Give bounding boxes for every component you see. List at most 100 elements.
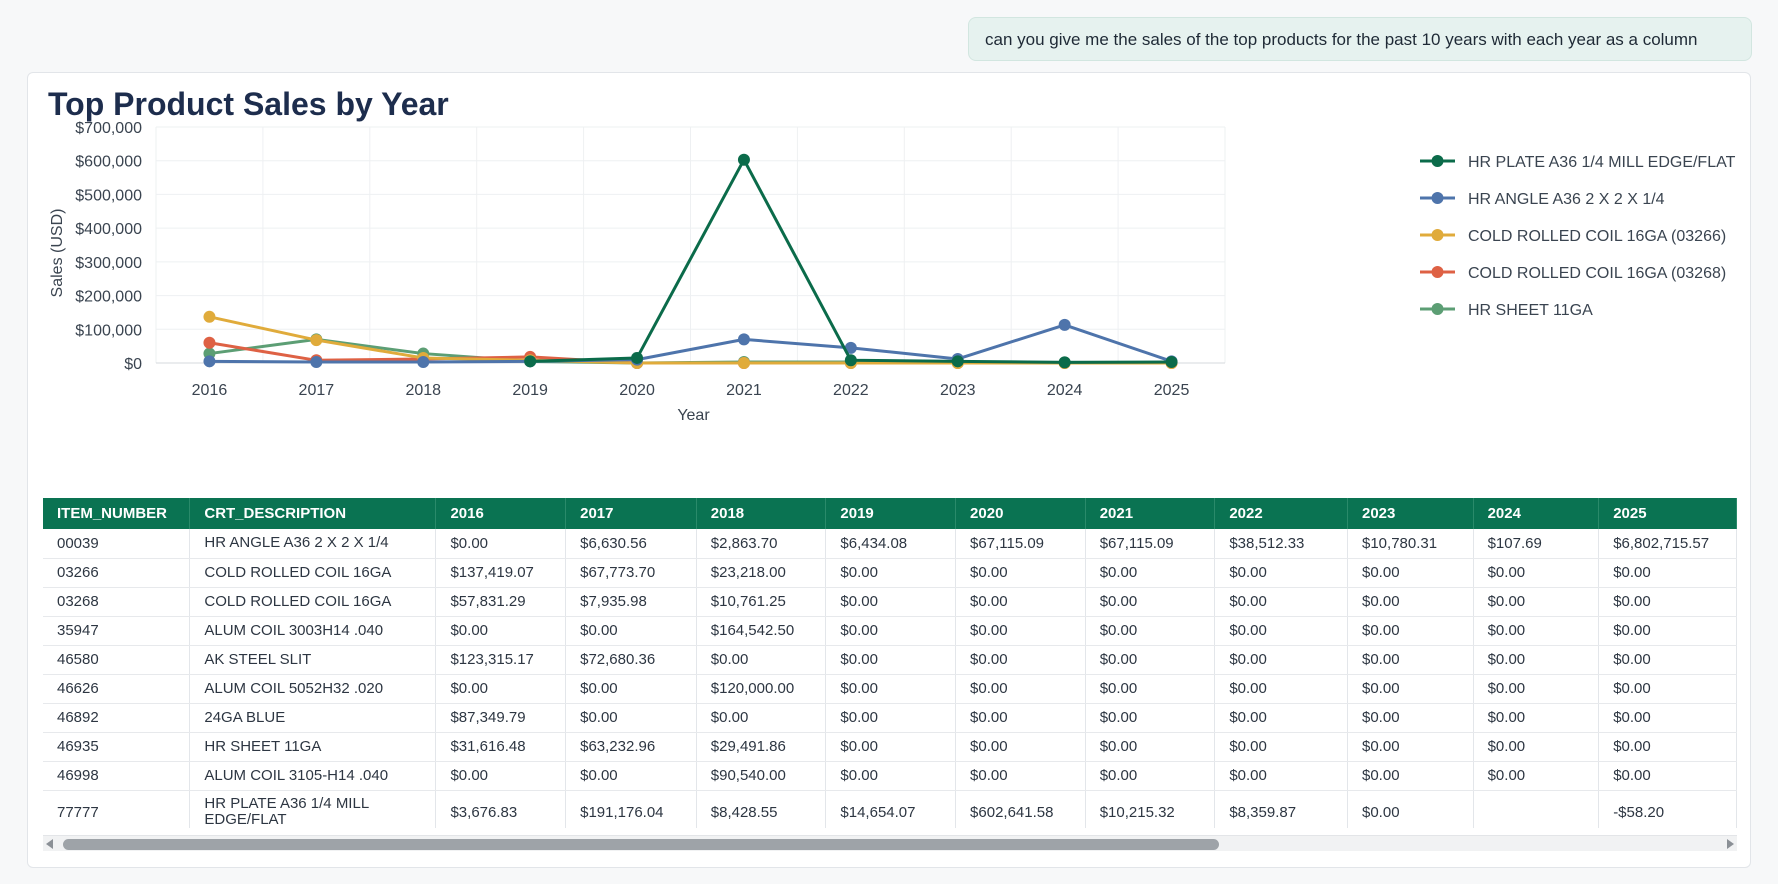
table-cell: $0.00: [1085, 587, 1216, 617]
data-point: [524, 355, 537, 368]
table-cell: HR SHEET 11GA: [189, 732, 437, 762]
table-cell: $10,215.32: [1085, 790, 1216, 828]
table-cell: $0.00: [1473, 703, 1600, 733]
table-cell: AK STEEL SLIT: [189, 645, 437, 675]
column-header[interactable]: CRT_DESCRIPTION: [189, 498, 437, 529]
table-cell: $0.00: [1347, 616, 1474, 646]
table-cell: $107.69: [1473, 529, 1600, 559]
table-cell: $0.00: [565, 761, 697, 791]
table-cell: $38,512.33: [1214, 529, 1348, 559]
table-cell: $0.00: [1347, 790, 1474, 828]
table-cell: $0.00: [1347, 732, 1474, 762]
data-point: [1165, 355, 1178, 368]
table-cell: $0.00: [955, 558, 1086, 588]
table-header-row: ITEM_NUMBER CRT_DESCRIPTION 2016 2017 2018 20…: [43, 498, 1737, 529]
table-cell: 46580: [43, 645, 191, 675]
table-cell: $0.00: [1214, 616, 1348, 646]
x-tick-label: 2023: [940, 382, 976, 399]
table-cell: $0.00: [1347, 645, 1474, 675]
table-cell: $0.00: [565, 674, 697, 704]
column-header[interactable]: 2021: [1085, 498, 1216, 529]
table-cell: COLD ROLLED COIL 16GA: [189, 587, 437, 617]
table-cell: $0.00: [825, 587, 957, 617]
table-cell: $0.00: [955, 732, 1086, 762]
table-cell: $0.00: [1598, 761, 1737, 791]
x-tick-label: 2016: [192, 382, 228, 399]
data-point: [844, 354, 857, 367]
table-cell: $0.00: [1473, 616, 1600, 646]
table-row[interactable]: 46998 ALUM COIL 3105-H14 .040 $0.00 $0.00 $9…: [43, 761, 1737, 791]
table-cell: $164,542.50: [696, 616, 827, 646]
table-cell: HR PLATE A36 1/4 MILL EDGE/FLAT: [189, 790, 437, 828]
table-cell: $67,773.70: [565, 558, 697, 588]
column-header[interactable]: 2017: [565, 498, 697, 529]
data-point: [417, 355, 430, 368]
column-header[interactable]: 2018: [696, 498, 827, 529]
table-cell: $0.00: [1347, 558, 1474, 588]
table-cell: $0.00: [1214, 703, 1348, 733]
scroll-right-arrow-icon[interactable]: [1727, 839, 1734, 849]
column-header[interactable]: 2016: [435, 498, 567, 529]
x-tick-label: 2021: [726, 382, 762, 399]
table-cell: $0.00: [1598, 645, 1737, 675]
scroll-left-arrow-icon[interactable]: [46, 839, 53, 849]
data-point: [310, 355, 323, 368]
table-row[interactable]: 46892 24GA BLUE $87,349.79 $0.00 $0.00 $0.00 $…: [43, 703, 1737, 733]
table-cell: ALUM COIL 3003H14 .040: [189, 616, 437, 646]
table-cell: $0.00: [1473, 761, 1600, 791]
table-row[interactable]: 77777 HR PLATE A36 1/4 MILL EDGE/FLAT $3,6…: [43, 790, 1737, 828]
table-cell: $0.00: [1085, 703, 1216, 733]
column-header[interactable]: 2023: [1347, 498, 1474, 529]
series-line: [530, 158, 1172, 364]
legend-label: HR SHEET 11GA: [1468, 302, 1593, 319]
sales-table-container[interactable]: ITEM_NUMBER CRT_DESCRIPTION 2016 2017 2018 20…: [43, 498, 1737, 828]
table-cell: $0.00: [1598, 558, 1737, 588]
table-cell: $0.00: [1214, 558, 1348, 588]
table-cell: $67,115.09: [1085, 529, 1216, 559]
legend-marker: [1431, 155, 1444, 167]
table-cell: ALUM COIL 5052H32 .020: [189, 674, 437, 704]
table-cell: $72,680.36: [565, 645, 697, 675]
table-cell: $0.00: [825, 645, 957, 675]
table-cell: $0.00: [1598, 674, 1737, 704]
x-axis-label: Year: [677, 407, 710, 424]
table-cell: $0.00: [696, 645, 827, 675]
table-cell: $0.00: [1214, 645, 1348, 675]
table-row[interactable]: 00039 HR ANGLE A36 2 X 2 X 1/4 $0.00 $6,630…: [43, 529, 1737, 559]
table-cell: $0.00: [1347, 761, 1474, 791]
table-cell: 46935: [43, 732, 191, 762]
horizontal-scrollbar[interactable]: [43, 835, 1737, 851]
table-cell: $0.00: [696, 703, 827, 733]
table-cell: $0.00: [565, 616, 697, 646]
legend-label: HR ANGLE A36 2 X 2 X 1/4: [1468, 191, 1665, 208]
column-header[interactable]: 2025: [1598, 498, 1737, 529]
column-header[interactable]: 2022: [1214, 498, 1348, 529]
scrollbar-thumb[interactable]: [63, 839, 1219, 850]
table-cell: $137,419.07: [435, 558, 567, 588]
table-row[interactable]: 46935 HR SHEET 11GA $31,616.48 $63,232.96 $2…: [43, 732, 1737, 762]
table-cell: $14,654.07: [825, 790, 957, 828]
table-cell: $0.00: [1473, 558, 1600, 588]
table-cell: $6,802,715.57: [1598, 529, 1737, 559]
table-row[interactable]: 46580 AK STEEL SLIT $123,315.17 $72,680.36 $…: [43, 645, 1737, 675]
table-row[interactable]: 46626 ALUM COIL 5052H32 .020 $0.00 $0.00 $12…: [43, 674, 1737, 704]
table-cell: $0.00: [825, 616, 957, 646]
table-cell: $8,428.55: [696, 790, 827, 828]
table-cell: $10,780.31: [1347, 529, 1474, 559]
table-row[interactable]: 35947 ALUM COIL 3003H14 .040 $0.00 $0.00 $16…: [43, 616, 1737, 646]
column-header[interactable]: 2024: [1473, 498, 1600, 529]
column-header[interactable]: 2019: [825, 498, 957, 529]
table-row[interactable]: 03266 COLD ROLLED COIL 16GA $137,419.07 $67…: [43, 558, 1737, 588]
table-row[interactable]: 03268 COLD ROLLED COIL 16GA $57,831.29 $7,9…: [43, 587, 1737, 617]
column-header[interactable]: 2020: [955, 498, 1086, 529]
table-cell: $0.00: [1085, 616, 1216, 646]
table-cell: $602,641.58: [955, 790, 1086, 828]
column-header[interactable]: ITEM_NUMBER: [43, 498, 191, 529]
table-cell: $0.00: [1085, 558, 1216, 588]
data-point: [1058, 318, 1071, 331]
table-cell: $0.00: [1214, 761, 1348, 791]
data-point: [737, 357, 750, 369]
table-cell: $0.00: [1598, 703, 1737, 733]
table-cell: $0.00: [435, 761, 567, 791]
chat-message-bubble: can you give me the sales of the top pro…: [968, 17, 1752, 61]
